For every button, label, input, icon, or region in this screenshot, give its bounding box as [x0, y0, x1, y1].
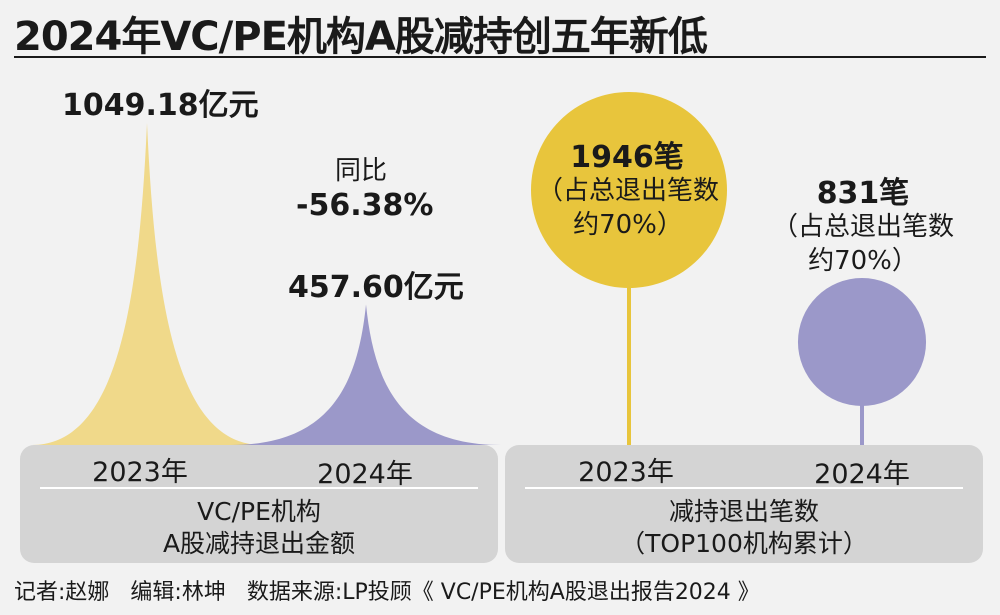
reporter-credit: 记者:赵娜 — [14, 580, 110, 605]
count-label-box — [505, 445, 983, 563]
tick-label-2023-count: 2023年 — [578, 457, 674, 488]
amount-label-box — [20, 445, 498, 563]
count-chart — [505, 92, 983, 563]
share-label-2023-line2: 约70%） — [573, 210, 683, 240]
tick-label-2024-count: 2024年 — [814, 459, 910, 490]
count-group-label-2: （TOP100机构累计） — [620, 529, 868, 558]
source-credit: 数据来源:LP投顾《 VC/PE机构A股退出报告2024 》 — [246, 580, 760, 605]
tick-label-2024-amount: 2024年 — [317, 459, 413, 490]
bubble-2024 — [797, 277, 927, 407]
value-label-2023-count: 1946笔 — [570, 140, 684, 175]
amount-chart — [20, 123, 501, 563]
tick-label-2023-amount: 2023年 — [92, 457, 188, 488]
amount-group-label-2: A股减持退出金额 — [162, 529, 356, 558]
title-underline — [14, 56, 986, 58]
value-label-2023-amount: 1049.18亿元 — [62, 88, 259, 123]
bubble-2023 — [531, 92, 727, 288]
count-group-label-1: 减持退出笔数 — [668, 497, 819, 526]
share-label-2024-line2: 约70%） — [808, 246, 918, 276]
value-label-2024-count: 831笔 — [816, 176, 910, 211]
peak-2023 — [32, 123, 262, 445]
value-label-2024-amount: 457.60亿元 — [288, 270, 464, 305]
credits-line: 记者:赵娜 编辑:林坤 数据来源:LP投顾《 VC/PE机构A股退出报告2024… — [14, 574, 774, 606]
share-label-2024-line1: （占总退出笔数 — [771, 212, 954, 242]
page-title: 2024年VC/PE机构A股减持创五年新低 — [14, 14, 708, 60]
peak-2024 — [231, 304, 501, 445]
share-label-2023-line1: （占总退出笔数 — [536, 176, 719, 206]
yoy-value: -56.38% — [296, 188, 434, 223]
yoy-label: 同比 — [334, 156, 387, 186]
editor-credit: 编辑:林坤 — [130, 580, 226, 605]
amount-group-label-1: VC/PE机构 — [197, 497, 321, 526]
